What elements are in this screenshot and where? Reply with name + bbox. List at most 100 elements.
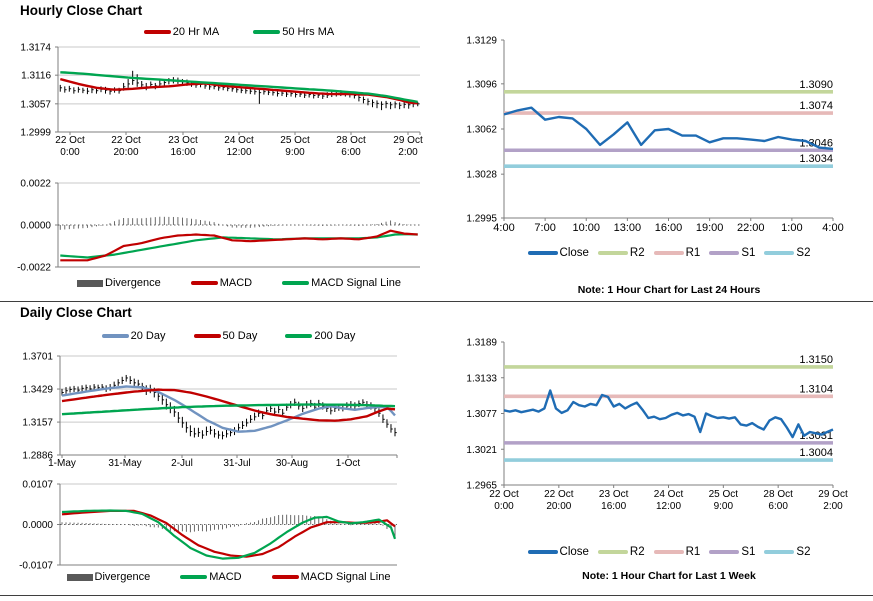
legend-line-swatch <box>143 30 171 34</box>
ma-line-200-day <box>61 403 396 416</box>
legend-line-swatch <box>527 251 558 255</box>
x-tick-label: 16:00 <box>655 222 683 234</box>
x-tick-label: 29 Oct 2:00 <box>818 489 848 512</box>
hourly-pivot-note: Note: 1 Hour Chart for Last 24 Hours <box>577 284 761 296</box>
legend-label: 20 Day <box>130 330 166 342</box>
hourly_macd-plot: 0.0022 0.0000 -0.0022 <box>17 179 420 274</box>
legend-line-swatch <box>271 575 299 579</box>
legend-label: R1 <box>685 247 701 259</box>
legend-item-s1: S1 <box>709 247 755 259</box>
pivot-label-r1: 1.3104 <box>799 383 833 395</box>
divergence-bars <box>59 216 414 230</box>
legend-line-swatch <box>597 251 628 255</box>
hourly-pivot-chart: 1.3129 1.3096 1.3062 1.3028 1.2995 4:00 7:00 10… <box>436 30 873 245</box>
legend-item-50-day: 50 Day <box>193 330 258 342</box>
y-tick-label: -0.0022 <box>17 263 51 274</box>
legend-item-200-day: 200 Day <box>285 330 355 342</box>
legend-item-macd-signal-line: MACD Signal Line <box>282 277 401 289</box>
pivot-label-r2: 1.3150 <box>799 354 833 366</box>
legend-label: R1 <box>685 546 701 558</box>
legend-label: S1 <box>741 546 756 558</box>
legend-line-swatch <box>190 281 218 285</box>
y-tick-label: 1.3157 <box>22 418 53 429</box>
x-tick-label: 31-May <box>108 458 141 469</box>
daily-pivot-legend: Close R2 R1 S1 S2 <box>504 546 834 558</box>
legend-label: MACD <box>219 277 253 289</box>
daily-macd-legend: Divergence MACD MACD Signal Line <box>60 571 397 583</box>
legend-item-r1: R1 <box>653 546 701 558</box>
daily-price-chart: 1.3701 1.3429 1.3157 1.2886 1-May 31-May 2-Jul… <box>0 346 436 474</box>
legend-label: S2 <box>796 546 811 558</box>
hourly-price-chart: 1.3174 1.3116 1.3057 1.2999 22 Oct 0:00 22 Oct… <box>0 40 436 174</box>
y-tick-label: 1.3028 <box>466 170 497 181</box>
legend-item-macd: MACD <box>190 277 253 289</box>
legend-label: 50 Hrs MA <box>282 26 335 38</box>
y-tick-label: 1.3189 <box>466 338 497 349</box>
y-tick-label: 0.0107 <box>22 480 53 491</box>
legend-label: Close <box>559 546 589 558</box>
legend-item-close: Close <box>527 247 589 259</box>
x-tick-label: 28 Oct 6:00 <box>336 135 366 158</box>
x-tick-label: 31-Jul <box>223 458 250 469</box>
legend-item-divergence: Divergence <box>77 277 161 289</box>
y-tick-label: 1.3133 <box>466 373 497 384</box>
x-tick-label: 22 Oct 0:00 <box>489 489 519 512</box>
pivot-label-s2: 1.3034 <box>799 153 833 165</box>
x-tick-label: 30-Aug <box>276 458 308 469</box>
legend-bar-swatch <box>66 573 93 581</box>
legend-label: R2 <box>629 247 645 259</box>
close-line <box>503 389 834 439</box>
x-tick-label: 24 Oct 12:00 <box>654 489 684 512</box>
hourly-macd-chart: 0.0022 0.0000 -0.0022 <box>0 178 436 273</box>
x-tick-label: 7:00 <box>534 222 555 234</box>
daily-price-legend: 20 Day 50 Day 200 Day <box>60 330 397 342</box>
y-tick-label: 1.3021 <box>466 445 497 456</box>
legend-item-50-hrs-ma: 50 Hrs MA <box>253 26 334 38</box>
ma-line-50-day <box>61 388 396 422</box>
x-tick-label: 22 Oct 20:00 <box>544 489 574 512</box>
hourly_price-plot: 1.3174 1.3116 1.3057 1.2999 22 Oct 0:00 22 Oct… <box>20 43 423 159</box>
legend-line-swatch <box>101 334 129 338</box>
y-tick-label: 1.2965 <box>466 481 497 492</box>
legend-line-swatch <box>764 251 795 255</box>
hourly-section-title: Hourly Close Chart <box>20 3 143 18</box>
legend-line-swatch <box>193 334 221 338</box>
legend-line-swatch <box>653 251 684 255</box>
legend-item-s1: S1 <box>709 546 755 558</box>
y-tick-label: 0.0022 <box>20 179 51 190</box>
legend-label: S2 <box>796 247 811 259</box>
x-tick-label: 1-May <box>48 458 76 469</box>
legend-line-swatch <box>180 575 208 579</box>
y-tick-label: 1.2886 <box>22 451 53 462</box>
y-tick-label: 0.0000 <box>20 221 51 232</box>
x-tick-label: 2-Jul <box>171 458 193 469</box>
hourly-macd-legend: Divergence MACD MACD Signal Line <box>58 277 420 289</box>
x-tick-label: 23 Oct 16:00 <box>168 135 198 158</box>
x-tick-label: 22 Oct 20:00 <box>111 135 141 158</box>
macd-line-macd-signal-line <box>61 509 396 558</box>
x-tick-label: 4:00 <box>493 222 514 234</box>
x-tick-label: 24 Oct 12:00 <box>224 135 254 158</box>
y-tick-label: 1.3701 <box>22 352 53 363</box>
legend-item-r2: R2 <box>597 247 645 259</box>
daily-section-title: Daily Close Chart <box>20 305 132 320</box>
legend-line-swatch <box>527 550 558 554</box>
x-tick-label: 19:00 <box>696 222 724 234</box>
legend-line-swatch <box>597 550 628 554</box>
ma-line-20-hr-ma <box>59 77 418 105</box>
legend-line-swatch <box>282 281 310 285</box>
legend-label: S1 <box>741 247 756 259</box>
x-tick-label: 1-Oct <box>336 458 361 469</box>
legend-label: 50 Day <box>222 330 258 342</box>
pivot-label-r1: 1.3074 <box>799 100 833 112</box>
legend-label: MACD Signal Line <box>300 571 391 583</box>
macd-line-macd <box>61 509 397 560</box>
legend-bar-swatch <box>77 279 104 287</box>
legend-label: 20 Hr MA <box>172 26 220 38</box>
y-tick-label: -0.0107 <box>19 561 53 571</box>
x-tick-label: 28 Oct 6:00 <box>763 489 793 512</box>
legend-label: Divergence <box>105 277 161 289</box>
